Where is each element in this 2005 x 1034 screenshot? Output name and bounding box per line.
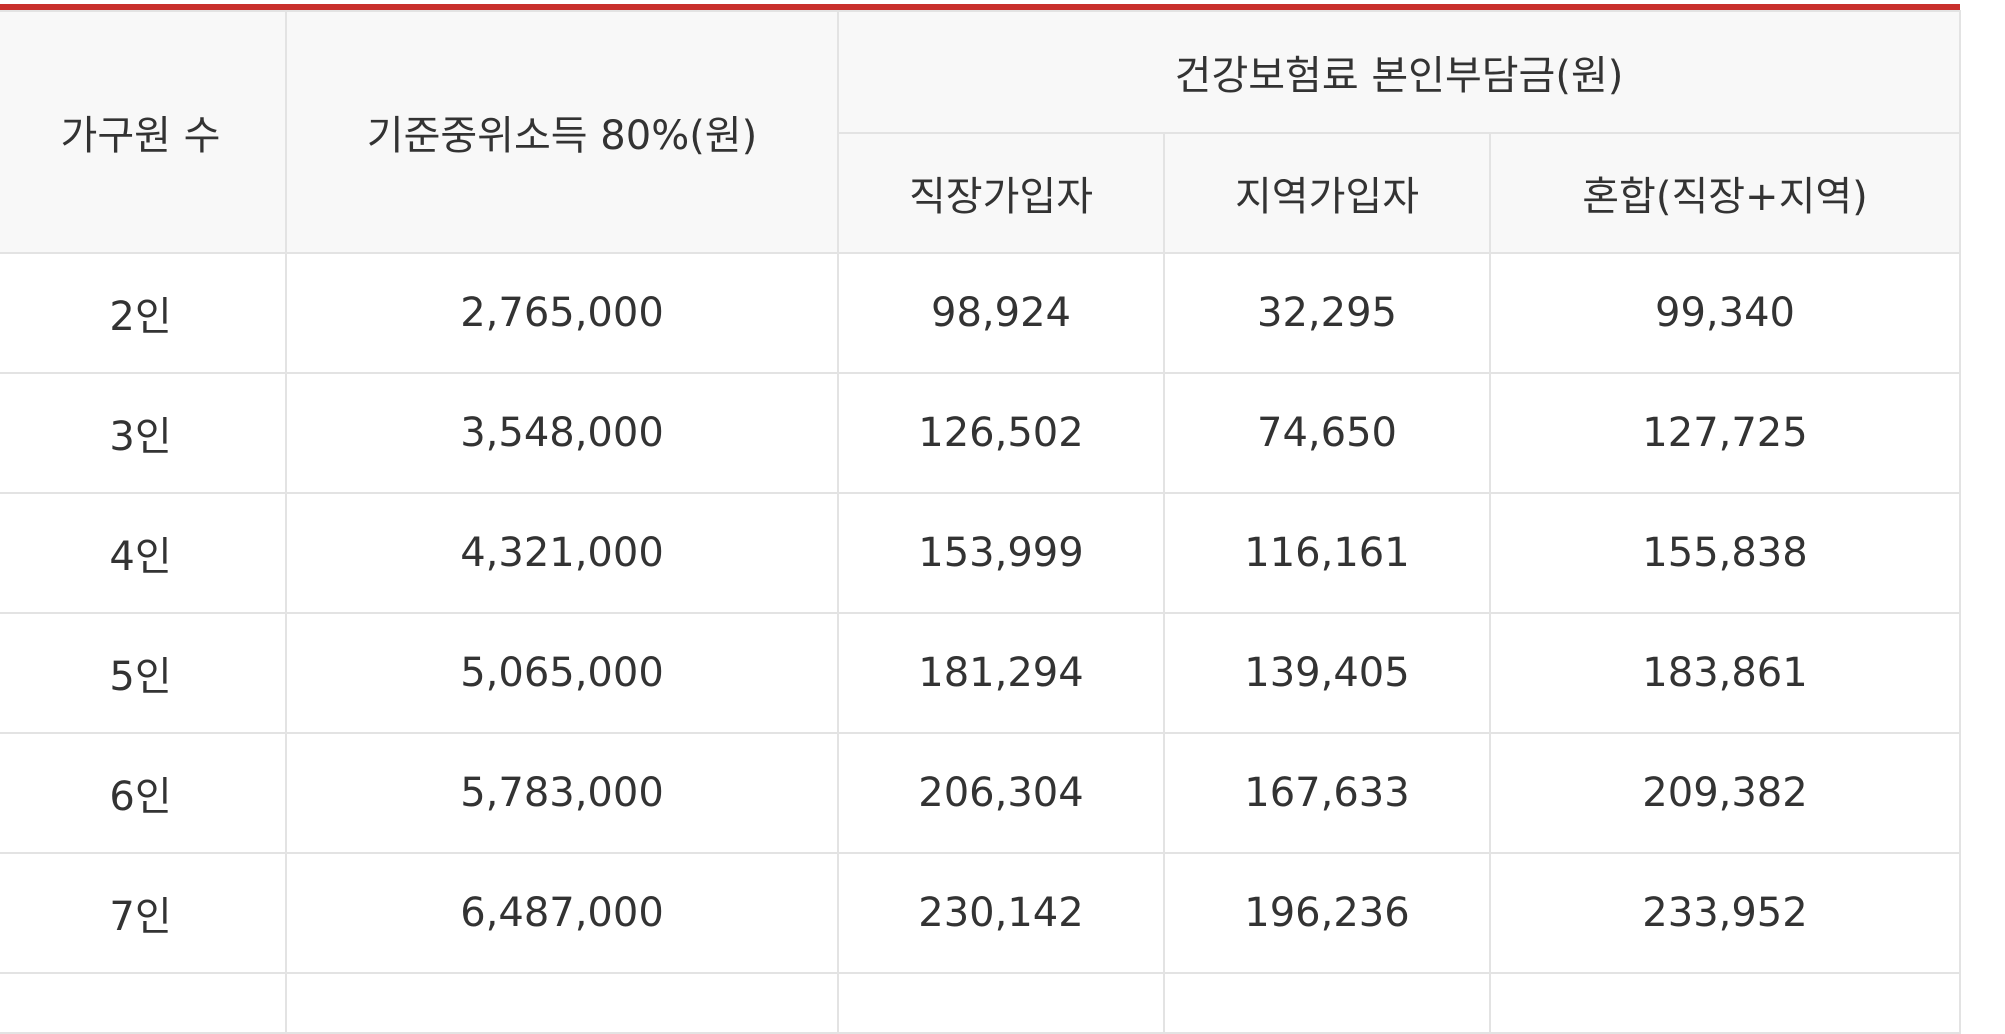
cell-median-income: 6,487,000	[285, 852, 839, 974]
cell-employee: 98,924	[837, 252, 1165, 374]
cell-empty	[1488, 972, 1962, 1034]
cell-employee: 206,304	[837, 732, 1165, 854]
cell-household: 7인	[0, 852, 287, 974]
income-premium-table: 가구원 수 기준중위소득 80%(원) 건강보험료 본인부담금(원) 직장가입자…	[0, 10, 1962, 1034]
table-row: 5인 5,065,000 181,294 139,405 183,861	[0, 612, 1962, 734]
cell-employee: 153,999	[837, 492, 1165, 614]
header-regional: 지역가입자	[1163, 132, 1491, 254]
cell-median-income: 5,783,000	[285, 732, 839, 854]
header-household: 가구원 수	[0, 10, 287, 254]
cell-median-income: 4,321,000	[285, 492, 839, 614]
cell-household: 6인	[0, 732, 287, 854]
table-body: 2인 2,765,000 98,924 32,295 99,340 3인 3,5…	[0, 252, 1962, 1034]
cell-regional: 139,405	[1163, 612, 1491, 734]
cell-employee: 181,294	[837, 612, 1165, 734]
cell-median-income: 5,065,000	[285, 612, 839, 734]
cell-regional: 116,161	[1163, 492, 1491, 614]
cell-household: 5인	[0, 612, 287, 734]
cell-household: 2인	[0, 252, 287, 374]
table-row-cutoff	[0, 972, 1962, 1034]
cell-empty	[285, 972, 839, 1034]
table-row: 2인 2,765,000 98,924 32,295 99,340	[0, 252, 1962, 374]
cell-regional: 196,236	[1163, 852, 1491, 974]
cell-mixed: 233,952	[1488, 852, 1962, 974]
cell-household: 3인	[0, 372, 287, 494]
table-row: 3인 3,548,000 126,502 74,650 127,725	[0, 372, 1962, 494]
cell-mixed: 127,725	[1488, 372, 1962, 494]
cell-mixed: 155,838	[1488, 492, 1962, 614]
cell-employee: 230,142	[837, 852, 1165, 974]
header-mixed: 혼합(직장+지역)	[1488, 132, 1962, 254]
cell-regional: 167,633	[1163, 732, 1491, 854]
header-employee: 직장가입자	[838, 132, 1165, 254]
cell-household: 4인	[0, 492, 287, 614]
cell-regional: 32,295	[1163, 252, 1491, 374]
cell-mixed: 209,382	[1488, 732, 1962, 854]
table-header: 가구원 수 기준중위소득 80%(원) 건강보험료 본인부담금(원) 직장가입자…	[0, 10, 1962, 254]
table-top-accent-line	[0, 4, 1960, 10]
table-row: 4인 4,321,000 153,999 116,161 155,838	[0, 492, 1962, 614]
table-row: 7인 6,487,000 230,142 196,236 233,952	[0, 852, 1962, 974]
cell-employee: 126,502	[837, 372, 1165, 494]
header-median-income: 기준중위소득 80%(원)	[285, 10, 839, 254]
cell-mixed: 183,861	[1488, 612, 1962, 734]
cell-mixed: 99,340	[1488, 252, 1962, 374]
cell-median-income: 2,765,000	[285, 252, 839, 374]
cell-empty	[1163, 972, 1491, 1034]
cell-regional: 74,650	[1163, 372, 1491, 494]
cell-median-income: 3,548,000	[285, 372, 839, 494]
cell-empty	[0, 972, 287, 1034]
cell-empty	[837, 972, 1165, 1034]
header-premium-group: 건강보험료 본인부담금(원)	[836, 10, 1962, 134]
table-row: 6인 5,783,000 206,304 167,633 209,382	[0, 732, 1962, 854]
